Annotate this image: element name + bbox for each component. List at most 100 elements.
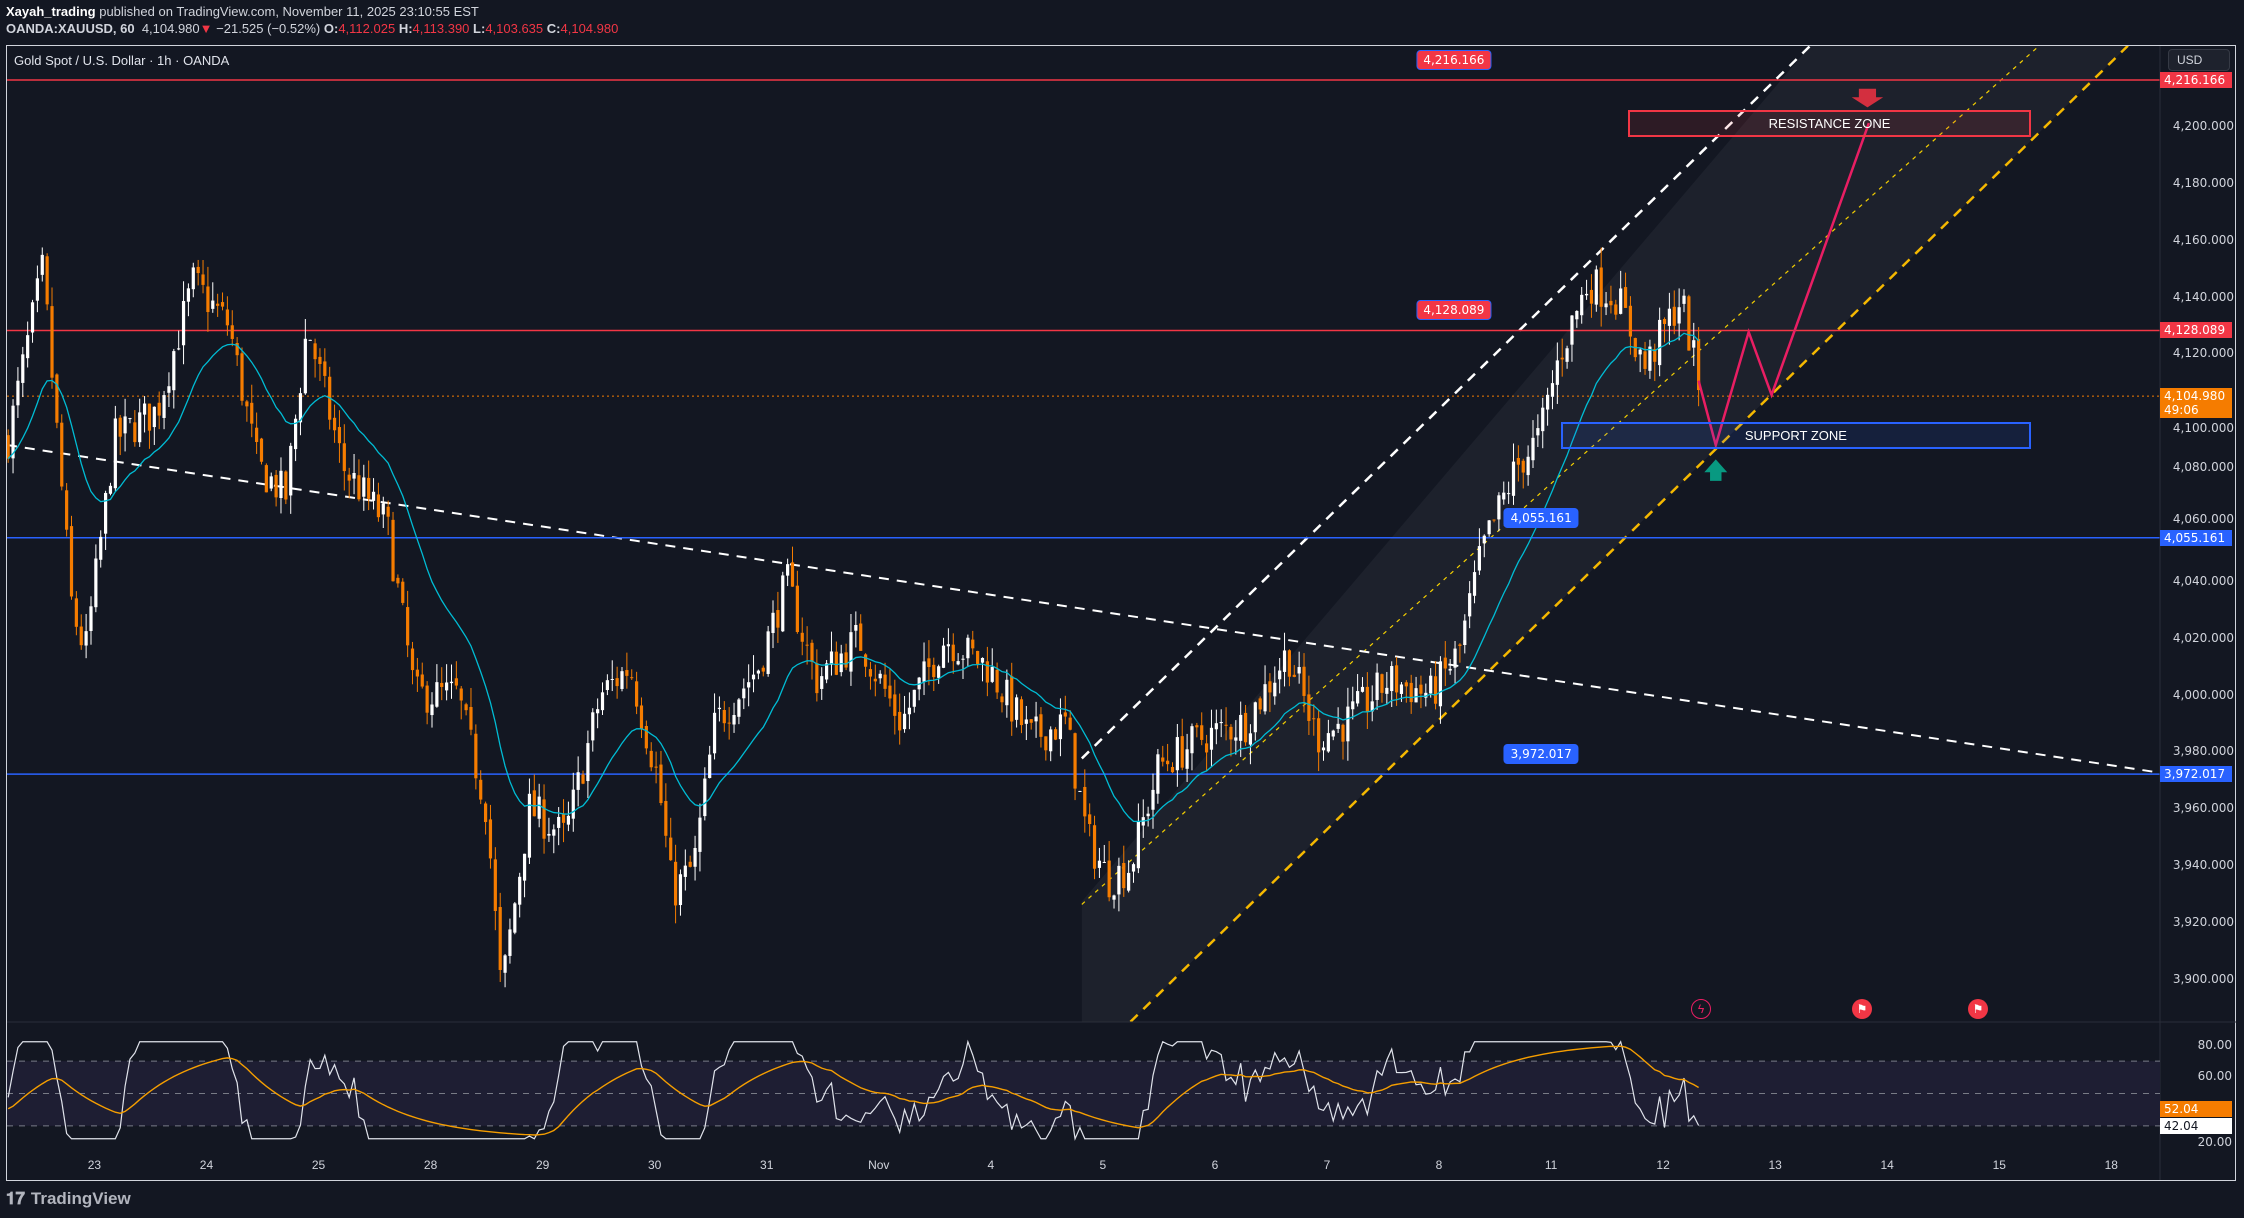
chart-frame[interactable] <box>6 45 2236 1181</box>
candle <box>946 644 950 647</box>
lightning-event-icon[interactable]: ϟ <box>1691 999 1711 1019</box>
candle <box>664 800 668 836</box>
candle <box>1463 620 1467 646</box>
level-label[interactable]: 3,972.017 <box>1503 744 1579 765</box>
candle <box>1078 790 1082 792</box>
candle <box>717 707 722 710</box>
rsi-band <box>7 1061 2160 1126</box>
symbol: OANDA:XAUUSD, 60 <box>6 21 135 36</box>
candle <box>181 301 186 346</box>
candle <box>1555 360 1559 385</box>
candle <box>1073 733 1077 789</box>
level-label[interactable]: 4,128.089 <box>1416 300 1492 321</box>
candle <box>1438 661 1443 707</box>
candle <box>362 477 366 497</box>
candle <box>113 418 117 489</box>
candle <box>435 682 439 707</box>
candle <box>790 562 795 587</box>
down-arrow-icon <box>1851 88 1884 108</box>
candle <box>108 485 113 494</box>
currency-button[interactable]: USD <box>2168 49 2230 71</box>
candle <box>177 348 181 350</box>
candle <box>786 564 790 576</box>
candle <box>1024 719 1028 724</box>
candle <box>1005 679 1009 706</box>
us-flag-event-icon[interactable]: ⚑ <box>1968 999 1988 1019</box>
candle <box>60 422 64 487</box>
candle <box>1623 287 1628 308</box>
candle <box>985 661 989 683</box>
candle <box>951 644 955 662</box>
candle <box>255 427 259 443</box>
candle <box>172 351 176 391</box>
candle <box>1351 701 1355 710</box>
candle <box>1453 648 1457 668</box>
candle <box>600 692 605 711</box>
candle <box>703 778 707 817</box>
support-zone[interactable]: SUPPORT ZONE <box>1561 422 2031 450</box>
candle <box>396 577 400 584</box>
level-label[interactable]: 4,216.166 <box>1416 50 1492 71</box>
candle <box>1200 725 1204 740</box>
candle <box>849 632 853 672</box>
candle <box>445 682 449 691</box>
candle <box>342 443 346 472</box>
low-label: L: <box>473 21 486 36</box>
candle <box>527 793 532 858</box>
candle <box>11 405 15 459</box>
candle <box>1010 676 1014 722</box>
resistance-zone[interactable]: RESISTANCE ZONE <box>1628 110 2031 138</box>
candle <box>761 667 765 672</box>
candle <box>927 658 931 668</box>
resistance-zone-label: RESISTANCE ZONE <box>1768 116 1891 132</box>
candle <box>571 789 575 819</box>
candle <box>712 712 717 754</box>
candle <box>1107 860 1111 898</box>
candle <box>1239 714 1243 741</box>
candle <box>815 663 819 694</box>
candle <box>1472 572 1477 596</box>
candle <box>1687 296 1691 351</box>
ema-line <box>7 332 1700 823</box>
candle <box>1482 535 1486 544</box>
candle <box>211 300 215 309</box>
candle <box>1122 863 1126 889</box>
candle <box>162 395 166 418</box>
rsi-ma-line <box>7 1045 1699 1136</box>
candle <box>1317 718 1321 753</box>
time-label: 15 <box>1992 1158 2006 1172</box>
candle <box>381 503 385 515</box>
time-label: 23 <box>87 1158 102 1172</box>
candle <box>1443 657 1447 669</box>
candle <box>1589 289 1594 304</box>
candle <box>1146 813 1150 817</box>
candle <box>284 471 288 500</box>
up-arrow-icon <box>1704 459 1728 481</box>
candle <box>69 526 74 597</box>
candle <box>639 705 644 729</box>
tradingview-logo[interactable]: 𝟏𝟕 TradingView <box>6 1189 131 1209</box>
candle <box>966 637 970 659</box>
author[interactable]: Xayah_trading <box>6 4 96 19</box>
candle <box>605 680 609 691</box>
time-label: 13 <box>1768 1158 1782 1172</box>
candle <box>902 713 907 730</box>
candle <box>1331 730 1335 737</box>
candle <box>1000 696 1004 703</box>
candle <box>912 689 916 707</box>
current-price-tag: 4,104.980 49:06 <box>2160 388 2232 419</box>
candle <box>1053 729 1058 740</box>
us-flag-event-icon[interactable]: ⚑ <box>1852 999 1872 1019</box>
candle <box>1433 676 1438 704</box>
candle <box>1063 712 1067 717</box>
candle <box>1531 437 1535 461</box>
price-tick: 4,140.000 <box>2172 289 2234 304</box>
candle <box>1356 691 1360 704</box>
candle <box>1584 293 1589 296</box>
candle <box>157 402 161 416</box>
logo-text: TradingView <box>30 1189 131 1208</box>
candle <box>1521 460 1525 473</box>
candle <box>1550 383 1555 397</box>
level-label[interactable]: 4,055.161 <box>1503 507 1579 528</box>
